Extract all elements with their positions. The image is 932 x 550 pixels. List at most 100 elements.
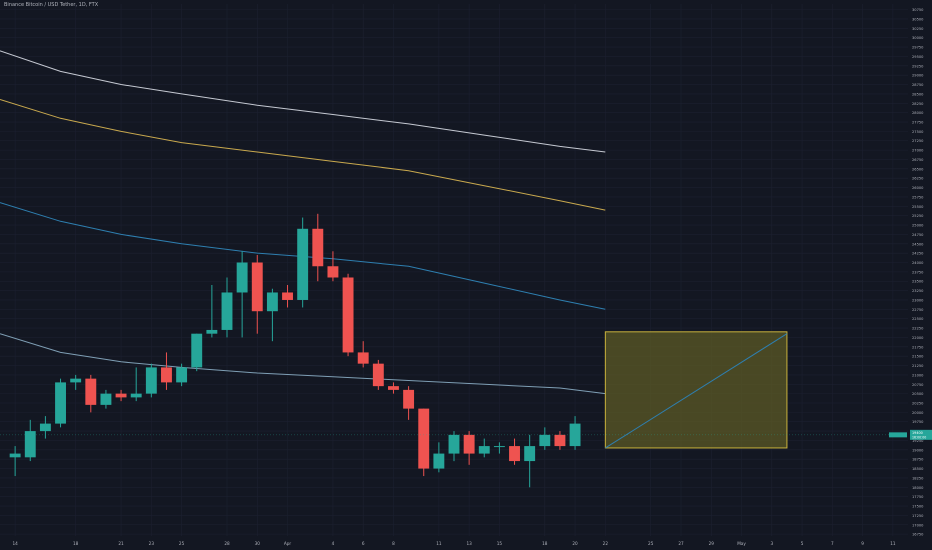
price-tick-label: 17500	[912, 505, 924, 509]
price-tick-label: 25250	[912, 214, 924, 218]
candle[interactable]	[297, 217, 309, 308]
candle-body	[100, 393, 112, 405]
candle[interactable]	[357, 341, 369, 368]
time-tick-label: 9	[861, 541, 864, 546]
time-tick-label: 15	[497, 541, 503, 546]
price-tick-label: 18250	[912, 476, 924, 480]
candle-body	[161, 367, 172, 383]
candle-body	[176, 367, 188, 383]
candle[interactable]	[266, 288, 278, 342]
candle[interactable]	[327, 251, 339, 282]
price-tick-label: 29000	[912, 74, 924, 78]
candle[interactable]	[403, 386, 415, 420]
candle[interactable]	[251, 255, 263, 334]
candle-body	[297, 228, 309, 300]
price-tick-label: 30000	[912, 36, 924, 40]
price-tick-label: 28750	[912, 83, 924, 87]
price-tick-label: 26750	[912, 158, 924, 162]
price-tick-label: 23750	[912, 270, 924, 274]
price-tick-label: 19000	[912, 448, 924, 452]
candle[interactable]	[569, 416, 581, 450]
candle-body	[554, 434, 566, 447]
candle[interactable]	[388, 382, 399, 394]
price-tick-label: 27000	[912, 149, 924, 153]
candlestick-series[interactable]	[9, 213, 581, 488]
left-price-badge	[889, 432, 907, 438]
candle[interactable]	[9, 446, 21, 477]
moving-average-line	[0, 202, 606, 310]
candle-body	[524, 446, 536, 462]
price-axis[interactable]: 30750 30500 30250 30000 29750 29500 29250 29000…	[912, 8, 924, 537]
candle[interactable]	[24, 419, 36, 462]
price-tick-label: 25000	[912, 224, 924, 228]
time-tick-label: 11	[436, 541, 442, 546]
projection-line	[605, 333, 788, 449]
candle[interactable]	[463, 431, 475, 465]
time-tick-label: 6	[362, 541, 365, 546]
time-axis[interactable]: 14 18 21 23 25 28 30 Apr 4 6 8 11 13 15 18 20 22 25 27 29 Ma…	[12, 541, 895, 546]
price-tick-label: 27250	[912, 139, 924, 143]
price-tick-label: 18000	[912, 486, 924, 490]
candle[interactable]	[161, 352, 172, 390]
candle-body	[55, 382, 66, 424]
candle[interactable]	[115, 389, 127, 402]
time-tick-label: 25	[179, 541, 185, 546]
chart-title: Binance Bitcoin / USD Tether, 1D, FTX	[4, 2, 99, 8]
candle[interactable]	[433, 442, 445, 473]
candle[interactable]	[100, 389, 112, 409]
candle[interactable]	[85, 374, 97, 413]
candle-body	[493, 446, 505, 448]
price-tick-label: 22500	[912, 317, 924, 321]
candle[interactable]	[448, 431, 460, 462]
time-tick-label: 23	[149, 541, 155, 546]
candle[interactable]	[236, 251, 248, 338]
candle[interactable]	[524, 434, 536, 488]
candle[interactable]	[206, 284, 218, 338]
time-tick-label: 3	[770, 541, 773, 546]
moving-average-line	[0, 50, 606, 153]
candle-body	[342, 277, 354, 353]
candle[interactable]	[418, 408, 430, 477]
candle[interactable]	[509, 438, 520, 465]
price-tick-label: 29250	[912, 64, 924, 68]
price-tick-label: 28500	[912, 92, 924, 96]
candle[interactable]	[145, 363, 157, 398]
candle-body	[206, 329, 218, 334]
candle[interactable]	[176, 363, 188, 387]
candle[interactable]	[130, 367, 142, 402]
candle-body	[569, 423, 581, 447]
price-tick-label: 20750	[912, 383, 924, 387]
candle[interactable]	[312, 213, 324, 282]
candle-body	[509, 446, 520, 462]
time-tick-label: 8	[392, 541, 395, 546]
candle-body	[403, 389, 415, 409]
projection-drawing[interactable]	[604, 331, 788, 449]
price-tick-label: 18750	[912, 458, 924, 462]
candle[interactable]	[342, 273, 354, 357]
price-tick-label: 30250	[912, 27, 924, 31]
candle-body	[478, 446, 490, 454]
candle[interactable]	[221, 277, 233, 338]
price-tick-label: 23000	[912, 298, 924, 302]
candle[interactable]	[282, 284, 293, 308]
candle[interactable]	[478, 438, 490, 458]
candle-body	[251, 262, 263, 312]
candle[interactable]	[70, 374, 82, 390]
price-tick-label: 27500	[912, 130, 924, 134]
candle[interactable]	[55, 378, 66, 428]
time-tick-label: 13	[466, 541, 472, 546]
price-tick-label: 20000	[912, 411, 924, 415]
price-tick-label: 18500	[912, 467, 924, 471]
candle[interactable]	[539, 427, 551, 450]
candle[interactable]	[191, 333, 203, 372]
candle-body	[357, 352, 369, 364]
candle-body	[372, 363, 384, 387]
price-tick-label: 24000	[912, 261, 924, 265]
candle-body	[282, 292, 293, 300]
candle-body	[39, 423, 51, 432]
candle[interactable]	[554, 431, 566, 450]
candle[interactable]	[493, 442, 505, 454]
candle[interactable]	[372, 359, 384, 390]
